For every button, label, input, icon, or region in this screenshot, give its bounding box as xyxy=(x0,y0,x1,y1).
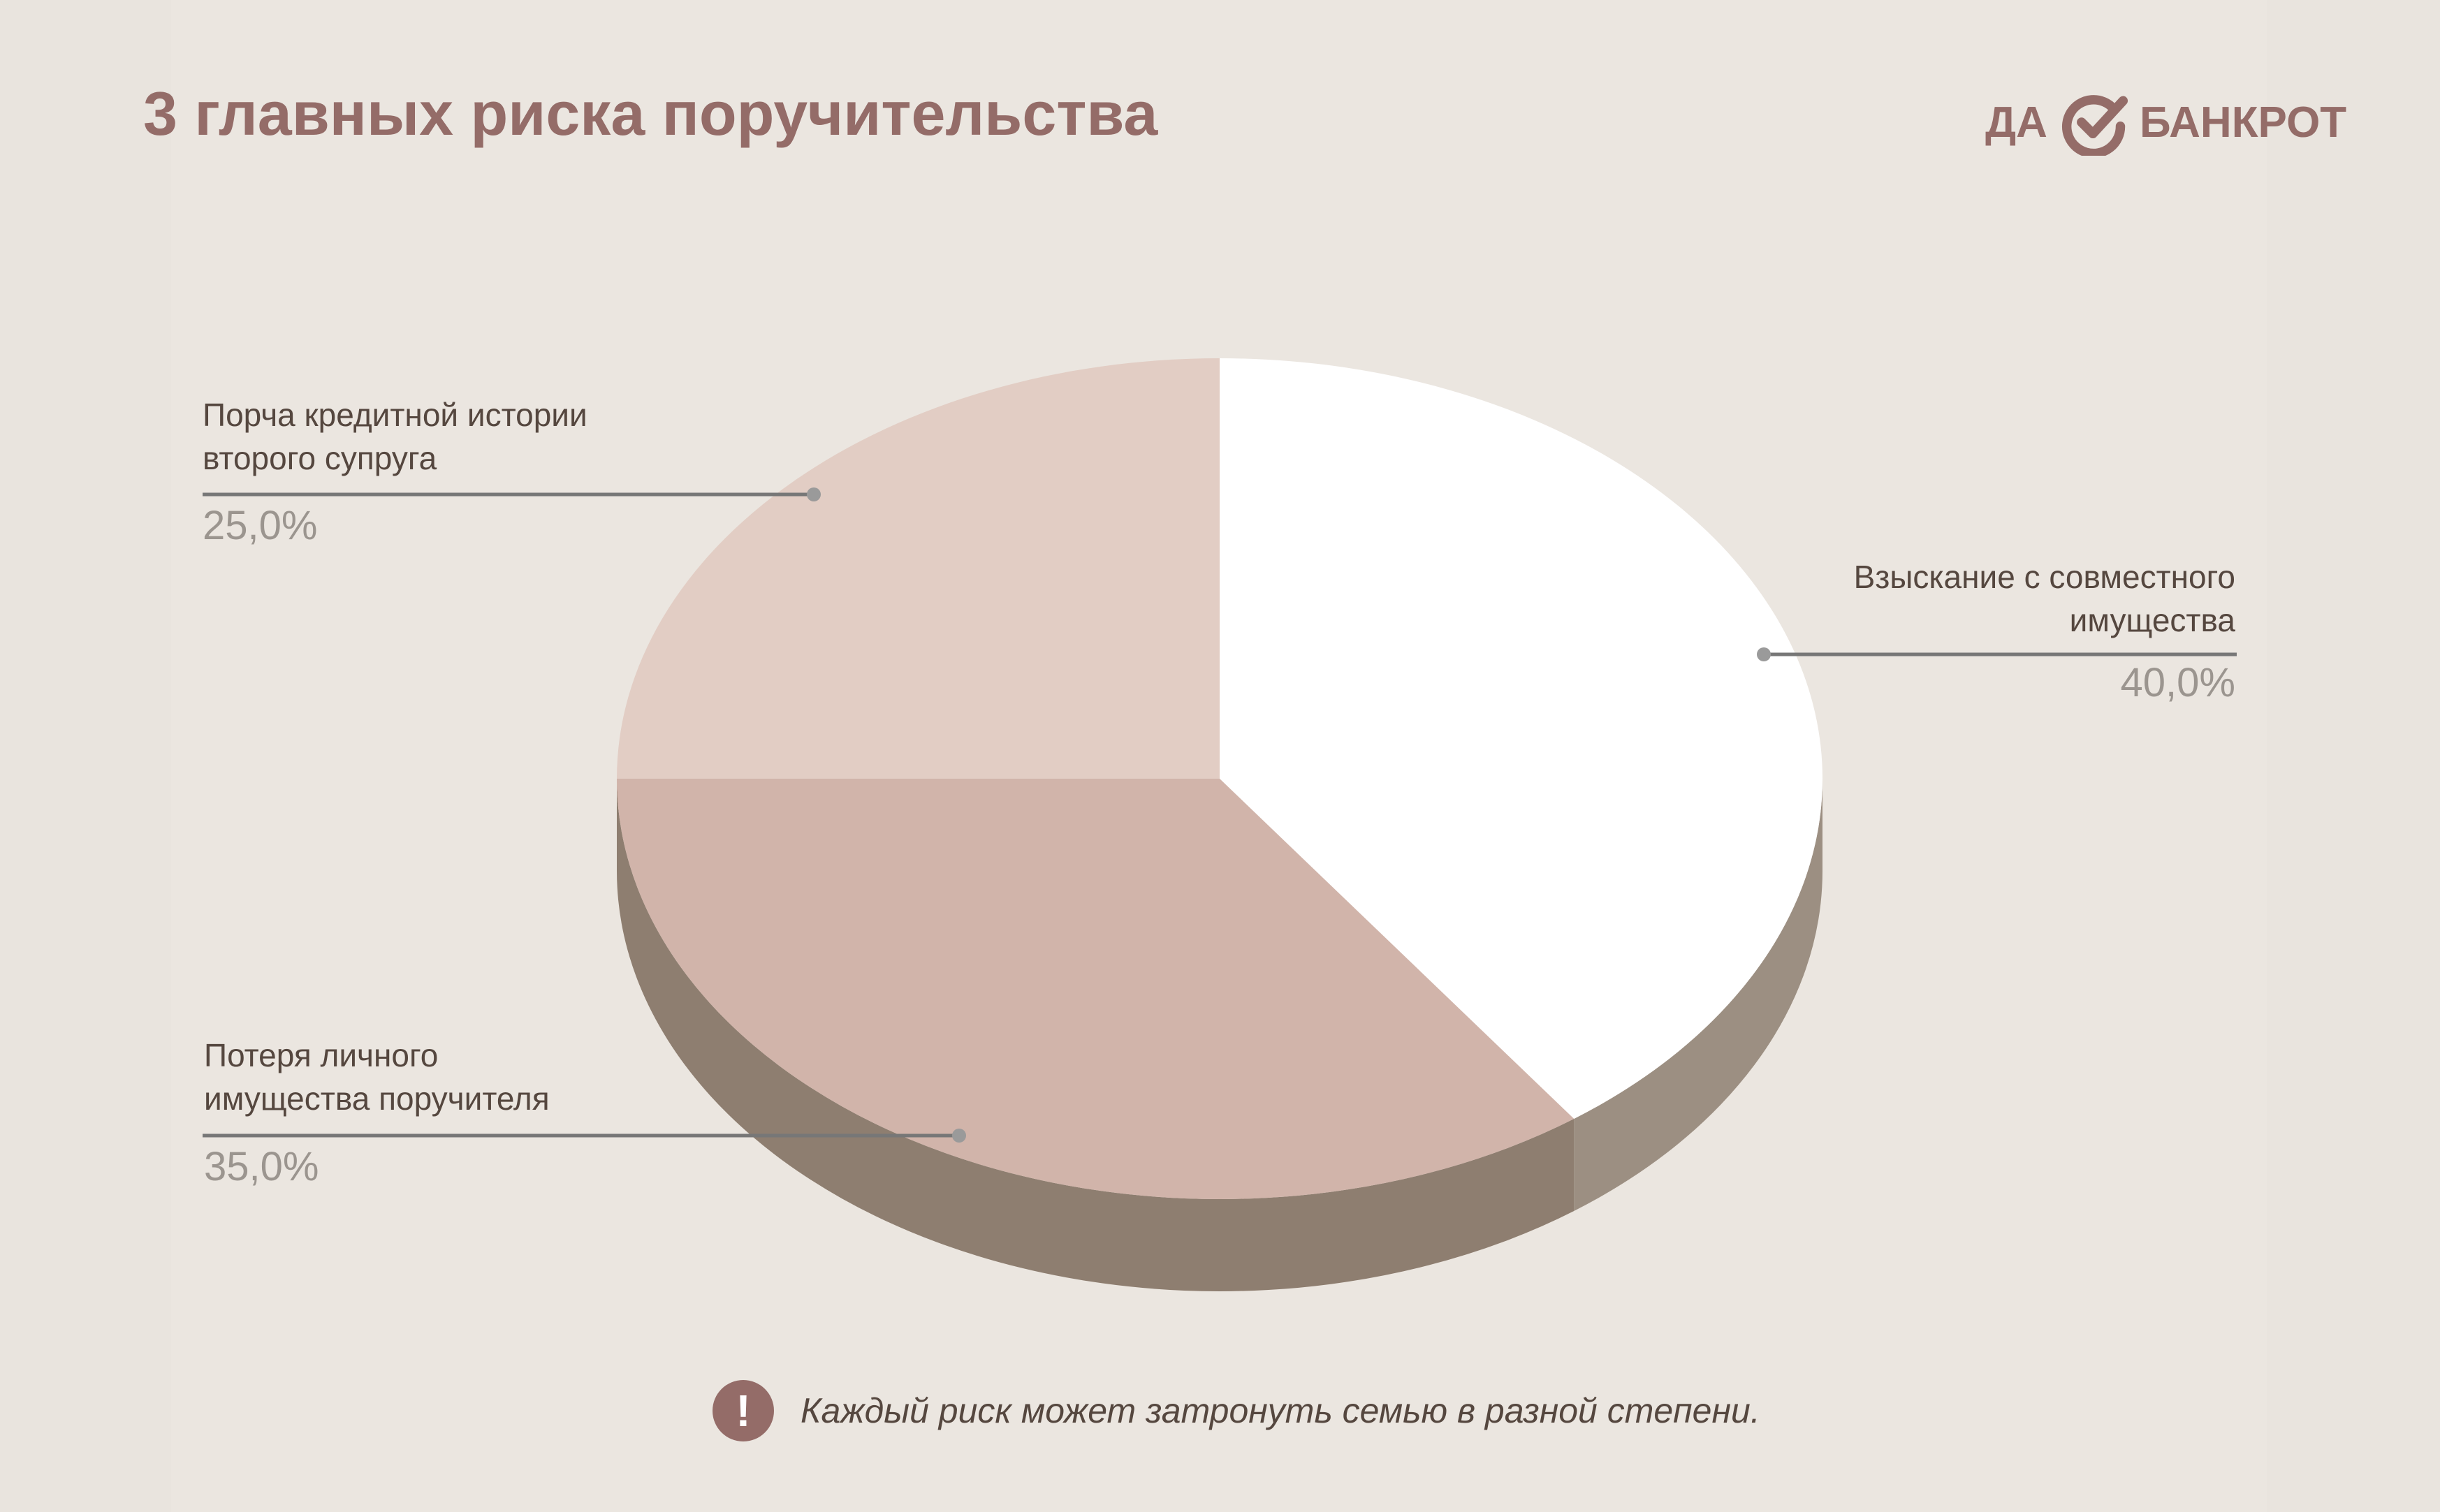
slice-label-1-line-1: Взыскание с совместного xyxy=(1854,559,2235,595)
slice-label-3-line-1: Порча кредитной истории xyxy=(203,397,587,433)
slice-value-2: 35,0% xyxy=(204,1144,319,1189)
logo-text-right: БАНКРОТ xyxy=(2139,98,2347,147)
note-text: Каждый риск может затронуть семью в разн… xyxy=(801,1391,1760,1430)
pie-slice-3 xyxy=(617,358,1220,779)
leader-dot-1 xyxy=(1757,647,1771,661)
pie-sides xyxy=(617,779,1822,1291)
page-title: 3 главных риска поручительства xyxy=(143,79,1158,148)
pie-side-2 xyxy=(617,779,1575,1291)
pie-tops xyxy=(617,358,1822,1199)
slice-value-3: 25,0% xyxy=(203,503,317,548)
check-circle-icon xyxy=(2061,95,2128,156)
brand-logo: ДА БАНКРОТ xyxy=(1985,84,2346,161)
logo-text-left: ДА xyxy=(1985,98,2047,147)
pie-side-1 xyxy=(1574,779,1822,1212)
leader-dot-3 xyxy=(807,487,821,501)
pie-slice-1 xyxy=(1220,358,1822,1120)
slice-label-2-line-2: имущества поручителя xyxy=(204,1080,550,1117)
slice-label-3-line-2: второго супруга xyxy=(203,440,437,476)
pie-labels: Взыскание с совместного имущества 40,0% Пот… xyxy=(203,397,2237,1189)
slice-value-1: 40,0% xyxy=(2121,660,2235,705)
slice-label-2-line-1: Потеря личного xyxy=(204,1037,438,1073)
slice-label-1-line-2: имущества xyxy=(2070,602,2236,638)
note-row: ! Каждый риск может затронуть семью в ра… xyxy=(713,1379,1760,1442)
pie-slice-2 xyxy=(617,779,1575,1199)
exclamation-icon: ! xyxy=(713,1380,774,1441)
leader-dot-2 xyxy=(952,1129,966,1143)
